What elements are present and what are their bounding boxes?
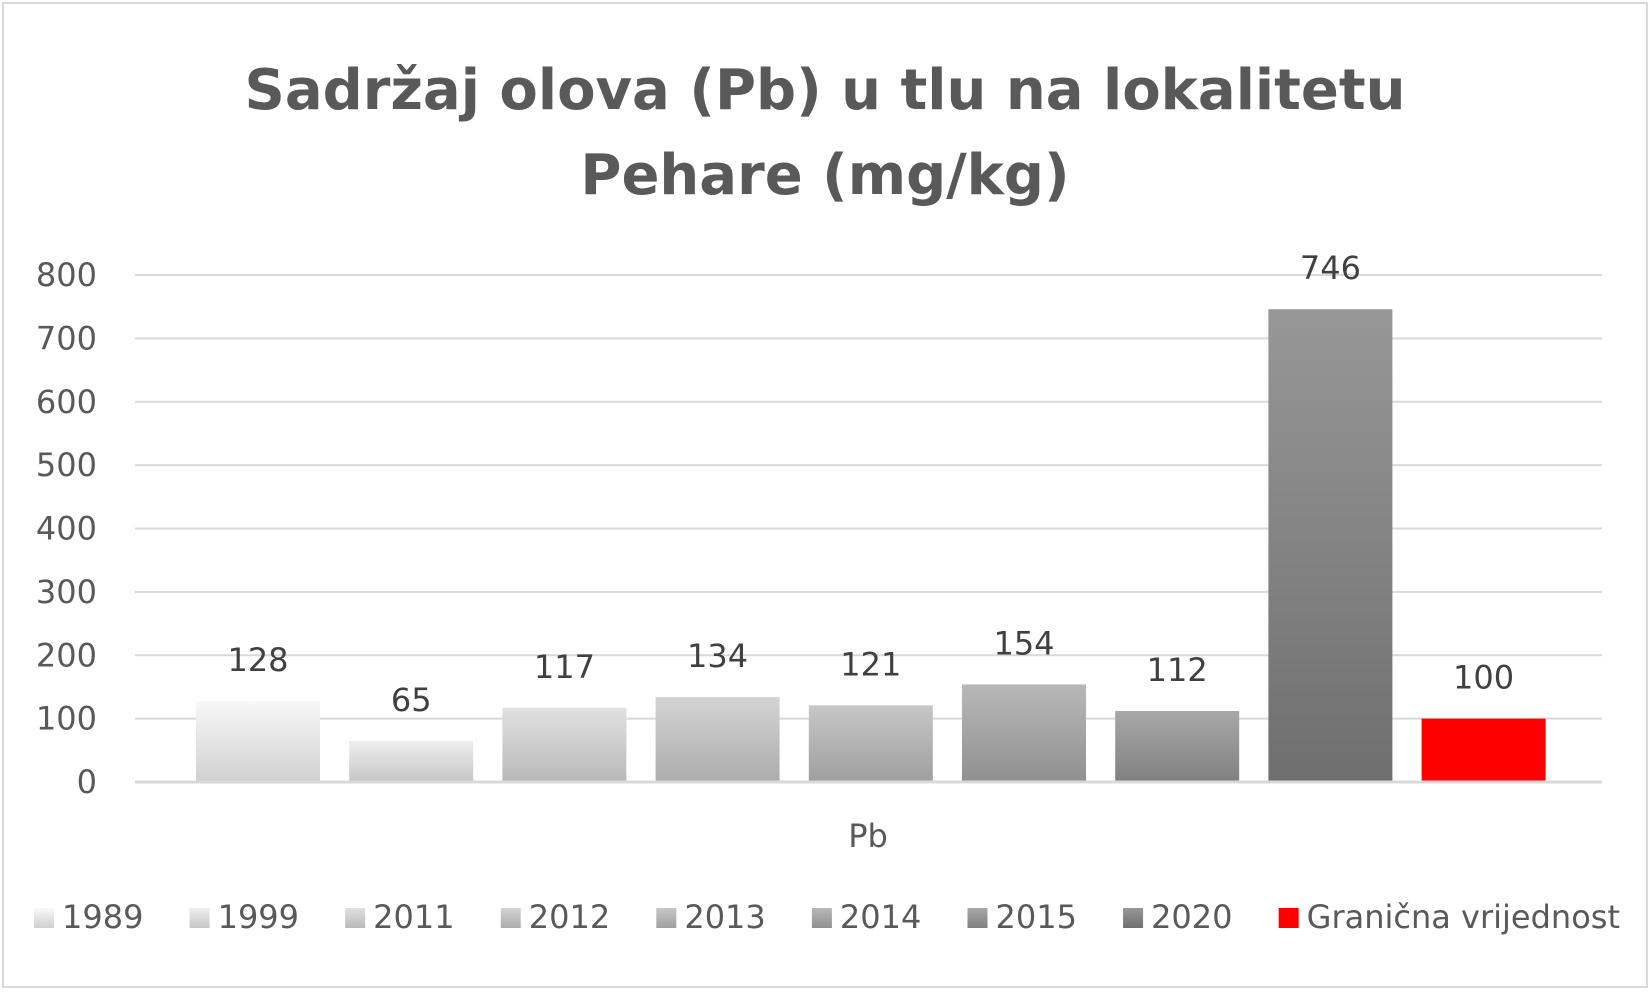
y-tick-label: 100 [36,700,97,738]
data-label: 121 [840,645,901,683]
bar-2014 [962,684,1086,782]
y-tick-label: 700 [36,319,97,357]
bar-2012 [655,697,780,782]
data-label: 117 [534,648,595,686]
legend-entry-label: 2013 [684,898,765,936]
legend-swatch [811,908,832,928]
legend-swatch [189,908,210,928]
category-label: Pb [848,817,888,855]
legend-swatch [967,908,988,928]
data-label: 100 [1453,659,1514,697]
data-label: 65 [391,681,432,719]
y-tick-label: 800 [36,256,97,294]
bars [196,309,1546,782]
data-label: 128 [227,641,288,679]
bar-2011 [502,707,627,782]
chart-title-line-2: Pehare (mg/kg) [580,143,1069,208]
gridlines [135,274,1602,720]
bar-grani-na-vrijednost [1421,718,1546,782]
legend-entry-label: 2011 [373,898,454,936]
bar-2013 [808,705,933,782]
y-tick-label: 600 [36,383,97,421]
data-label: 746 [1300,249,1361,287]
bar-2015 [1115,711,1240,782]
bar-1989 [196,700,320,782]
legend-swatch [1278,908,1299,928]
bar-1999 [349,740,474,782]
y-tick-label: 400 [36,510,97,548]
y-tick-label: 0 [77,763,97,801]
legend-entry-label: 1989 [62,898,143,936]
y-tick-label: 200 [36,636,97,674]
legend-entry-label: 2014 [840,898,921,936]
bar-2020 [1268,309,1393,782]
legend-entry-label: 2012 [529,898,610,936]
legend-entry-label: 2020 [1151,898,1232,936]
legend-entry-label: 2015 [995,898,1076,936]
legend-swatch [656,908,677,928]
legend-swatch [500,908,521,928]
y-tick-label: 500 [36,446,97,484]
y-tick-label: 300 [36,573,97,611]
data-labels: 128 65 117 134 121 154 112 746 100 [227,249,1514,719]
data-label: 134 [687,637,748,675]
legend-entry-label: Granična vrijednost [1307,898,1620,936]
bar-chart: Sadržaj olova (Pb) u tlu na lokalitetu P… [34,58,1620,936]
data-label: 112 [1147,651,1208,689]
legend: 1989 1999 2011 2012 2013 2014 2015 2020 Granična… [34,898,1620,936]
data-label: 154 [993,624,1054,662]
y-axis-ticks: 0 100 200 300 400 500 600 700 800 [36,256,97,801]
legend-entry-label: 1999 [218,898,299,936]
legend-swatch [1123,908,1144,928]
chart-title-line-1: Sadržaj olova (Pb) u tlu na lokalitetu [245,58,1406,123]
legend-swatch [34,908,54,928]
legend-swatch [345,908,366,928]
